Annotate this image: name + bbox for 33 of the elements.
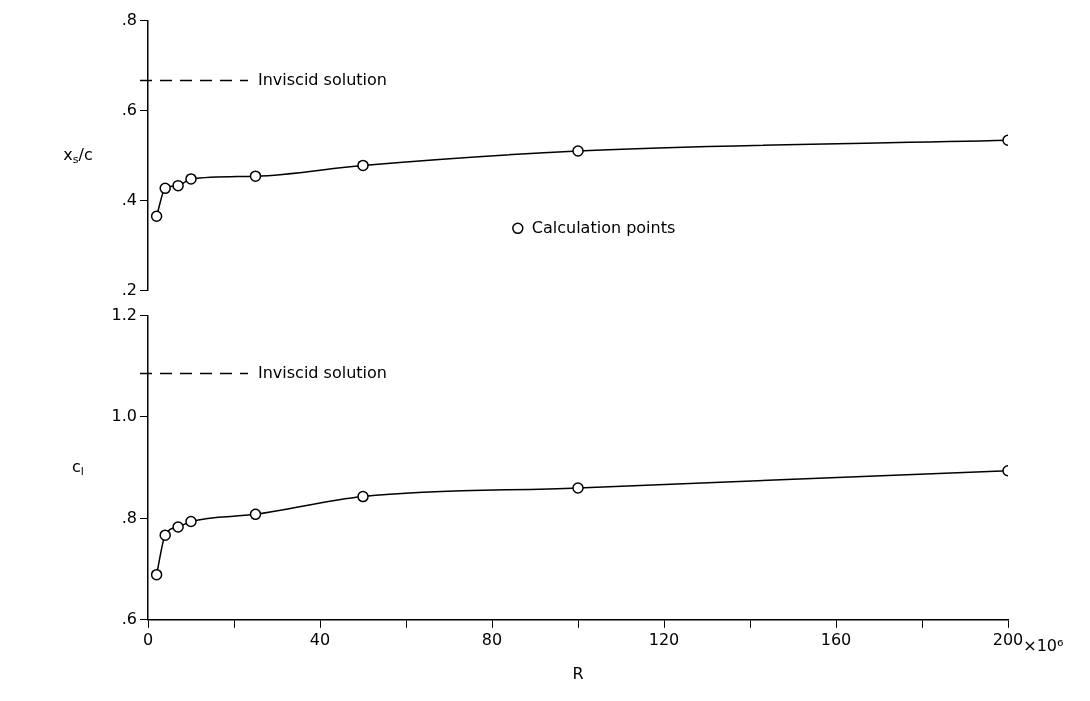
- point: [159, 529, 171, 541]
- point: [150, 568, 163, 581]
- x-tick-label: 120: [648, 629, 680, 649]
- y-tick-label: .8: [121, 9, 137, 29]
- point: [572, 145, 584, 157]
- point: [249, 170, 262, 182]
- y-tick-label: .8: [121, 507, 137, 527]
- point: [357, 490, 369, 503]
- legend-label: Calculation points: [531, 217, 676, 237]
- x-tick-label: 200: [992, 629, 1024, 649]
- point: [172, 521, 184, 533]
- point: [172, 179, 184, 192]
- point: [572, 482, 584, 494]
- ref-line-label: Inviscid solution: [258, 69, 387, 89]
- y-tick-label: .4: [121, 189, 137, 209]
- x-tick-label: 80: [481, 629, 503, 649]
- y-tick-label: .6: [121, 99, 137, 119]
- x-tick-label: 40: [309, 629, 331, 649]
- point: [357, 159, 369, 172]
- point: [185, 515, 197, 528]
- point: [249, 508, 262, 521]
- text: ×10⁶: [1023, 635, 1064, 655]
- point: [150, 210, 163, 222]
- x-axis-title: R: [572, 663, 584, 683]
- y-tick-label: 1.0: [111, 406, 137, 426]
- x-tick-label: 0: [142, 629, 154, 649]
- y-tick-label: .6: [121, 608, 137, 628]
- point: [185, 173, 197, 185]
- y-tick-label: .2: [121, 279, 137, 299]
- y-tick-label: 1.2: [111, 304, 137, 324]
- ref-line-label: Inviscid solution: [258, 362, 387, 382]
- point: [159, 182, 171, 195]
- x-tick-label: 160: [820, 629, 852, 649]
